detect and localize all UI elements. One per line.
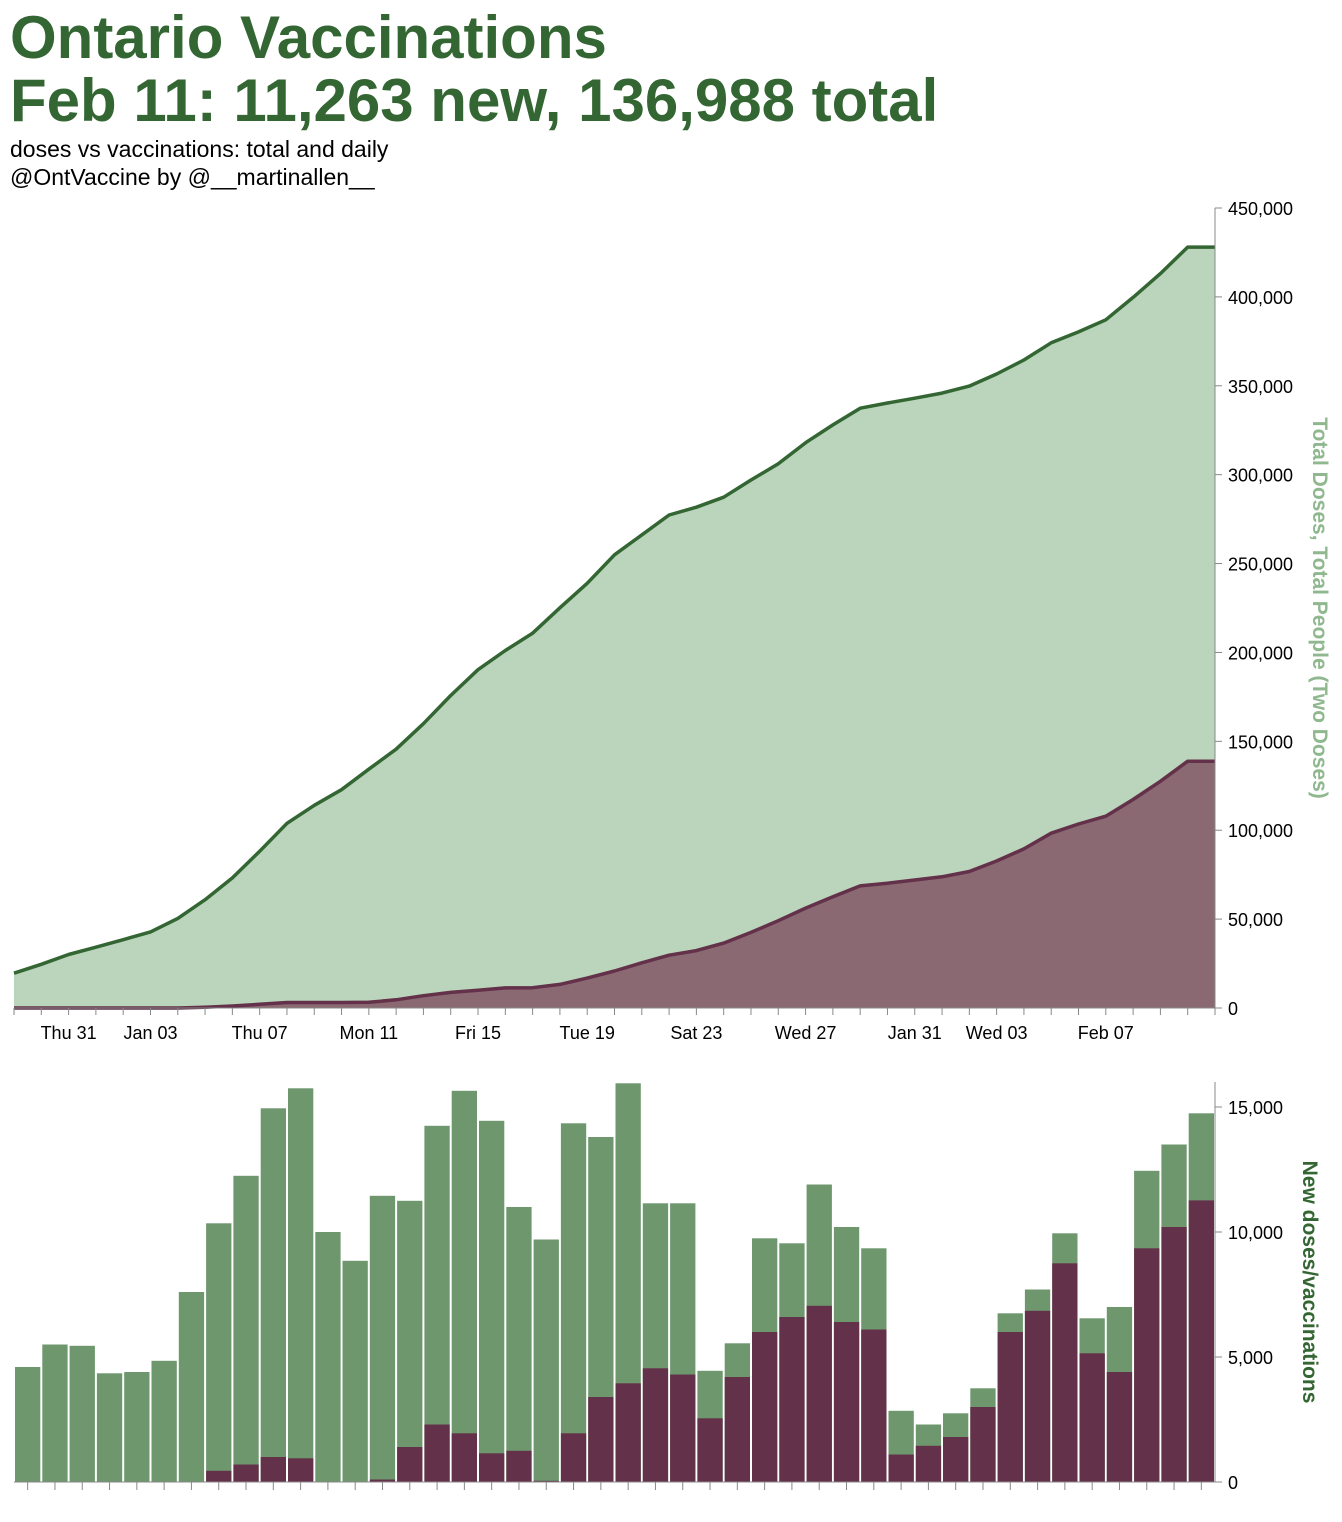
daily-doses-bar xyxy=(206,1223,232,1483)
bottom-y-tick-label: 10,000 xyxy=(1228,1223,1283,1243)
daily-vaccinations-bar xyxy=(1134,1248,1160,1483)
top-x-tick-label: Mon 11 xyxy=(339,1023,398,1043)
daily-vaccinations-bar xyxy=(806,1305,832,1483)
top-y-tick-label: 400,000 xyxy=(1228,288,1293,308)
daily-vaccinations-bar xyxy=(642,1368,669,1483)
daily-vaccinations-bar xyxy=(588,1397,614,1482)
top-y-tick-label: 200,000 xyxy=(1228,643,1293,663)
daily-doses-bar xyxy=(69,1345,95,1483)
chart-credit: @OntVaccine by @__martinallen__ xyxy=(10,164,375,190)
daily-doses-bar xyxy=(233,1175,259,1483)
daily-vaccinations-bar xyxy=(1161,1227,1187,1482)
top-x-axis: Thu 31 Jan 03 Thu 07 Mon 11 Fri 15 Tue 19 Sat … xyxy=(13,1007,1216,1043)
daily-doses-bar xyxy=(424,1125,450,1483)
top-x-tick-label: Sat 23 xyxy=(670,1023,722,1043)
top-x-tick-label: Tue 19 xyxy=(560,1023,615,1043)
daily-vaccinations-bar xyxy=(888,1454,914,1482)
daily-doses-bar xyxy=(260,1108,286,1483)
daily-doses-bar xyxy=(479,1120,505,1483)
daily-vaccinations-bar xyxy=(615,1383,641,1483)
top-x-tick-label: Wed 27 xyxy=(775,1023,837,1043)
daily-vaccinations-bar xyxy=(670,1374,696,1482)
daily-doses-bar xyxy=(151,1360,177,1483)
daily-vaccinations-bar xyxy=(724,1377,750,1482)
bottom-x-axis xyxy=(14,1481,1215,1490)
top-y-tick-label: 300,000 xyxy=(1228,466,1293,486)
daily-bar-chart: 0 5,000 10,000 15,000 New doses/vaccinations xyxy=(14,1082,1321,1493)
daily-doses-bar xyxy=(178,1292,205,1482)
daily-doses-bar xyxy=(42,1344,68,1482)
top-x-tick-label: Jan 03 xyxy=(123,1023,177,1043)
daily-vaccinations-bar xyxy=(479,1453,505,1483)
top-y-tick-label: 450,000 xyxy=(1228,199,1293,219)
daily-doses-bar xyxy=(369,1195,396,1483)
daily-vaccinations-bar xyxy=(861,1329,887,1482)
daily-doses-bar xyxy=(288,1088,314,1483)
daily-vaccinations-bar xyxy=(506,1450,532,1483)
daily-doses-bar xyxy=(124,1372,150,1482)
daily-vaccinations-bar xyxy=(1106,1372,1133,1482)
bottom-y-axis-title: New doses/vaccinations xyxy=(1298,1161,1321,1404)
daily-vaccinations-bar xyxy=(997,1332,1023,1482)
chart-subtitle: doses vs vaccinations: total and daily xyxy=(10,136,389,162)
chart-headline-stats: Feb 11: 11,263 new, 136,988 total xyxy=(10,67,939,134)
daily-vaccinations-bar xyxy=(915,1445,942,1483)
daily-vaccinations-bar xyxy=(779,1317,805,1482)
daily-vaccinations-bar xyxy=(206,1470,232,1483)
top-x-tick-label: Jan 31 xyxy=(888,1023,942,1043)
top-x-tick-label: Wed 03 xyxy=(966,1023,1028,1043)
daily-vaccinations-bar xyxy=(943,1437,969,1482)
daily-vaccinations-bar xyxy=(1188,1200,1214,1482)
daily-vaccinations-bar xyxy=(288,1458,314,1483)
daily-vaccinations-bar xyxy=(260,1457,286,1482)
top-y-tick-label: 350,000 xyxy=(1228,377,1293,397)
top-y-axis-title: Total Doses, Total People (Two Doses) xyxy=(1308,417,1331,799)
cumulative-area-chart: 0 50,000 100,000 150,000 200,000 250,000 300,0… xyxy=(13,199,1331,1043)
top-y-tick-label: 250,000 xyxy=(1228,555,1293,575)
daily-doses-bar xyxy=(560,1123,587,1483)
daily-doses-bar xyxy=(506,1207,532,1482)
daily-vaccinations-bar xyxy=(533,1480,559,1483)
daily-doses-bar xyxy=(342,1260,368,1483)
daily-vaccinations-bar xyxy=(752,1332,778,1482)
daily-vaccinations-bar xyxy=(560,1433,587,1483)
bottom-y-tick-label: 5,000 xyxy=(1228,1348,1273,1368)
top-y-tick-label: 150,000 xyxy=(1228,732,1293,752)
daily-vaccinations-bar xyxy=(1024,1310,1051,1483)
daily-doses-bar xyxy=(451,1090,477,1483)
bottom-y-tick-label: 15,000 xyxy=(1228,1098,1283,1118)
daily-vaccinations-bar xyxy=(424,1424,450,1482)
top-x-tick-label: Thu 31 xyxy=(41,1023,97,1043)
top-y-axis: 0 50,000 100,000 150,000 200,000 250,000 300,0… xyxy=(1214,199,1331,1019)
daily-vaccinations-bar xyxy=(697,1418,723,1483)
daily-doses-bar xyxy=(15,1367,41,1482)
top-y-tick-label: 50,000 xyxy=(1228,910,1283,930)
daily-vaccinations-bar xyxy=(397,1447,423,1482)
daily-doses-bar xyxy=(96,1373,123,1483)
daily-doses-bar xyxy=(397,1200,423,1483)
daily-vaccinations-bar xyxy=(833,1322,860,1482)
total-doses-line xyxy=(13,245,1215,975)
top-x-tick-label: Feb 07 xyxy=(1078,1023,1134,1043)
daily-vaccinations-bar xyxy=(1052,1263,1078,1483)
daily-doses-bar xyxy=(315,1232,341,1482)
total-people-line xyxy=(14,759,1215,1010)
bottom-y-axis: 0 5,000 10,000 15,000 New doses/vaccinations xyxy=(1214,1082,1321,1493)
bottom-y-tick-label: 0 xyxy=(1228,1473,1238,1493)
chart-title: Ontario Vaccinations xyxy=(10,4,607,71)
daily-vaccinations-bar xyxy=(369,1479,396,1482)
top-y-tick-label: 0 xyxy=(1228,999,1238,1019)
top-x-tick-label: Fri 15 xyxy=(455,1023,501,1043)
top-x-tick-label: Thu 07 xyxy=(232,1023,288,1043)
total-doses-area xyxy=(14,247,1215,1009)
daily-doses-bar xyxy=(533,1239,559,1482)
daily-vaccinations-bar xyxy=(970,1407,996,1482)
daily-vaccinations-bar xyxy=(451,1433,477,1483)
daily-vaccinations-bar xyxy=(1079,1353,1105,1483)
top-y-tick-label: 100,000 xyxy=(1228,821,1293,841)
total-people-area xyxy=(14,761,1215,1008)
daily-vaccinations-bar xyxy=(233,1464,259,1482)
